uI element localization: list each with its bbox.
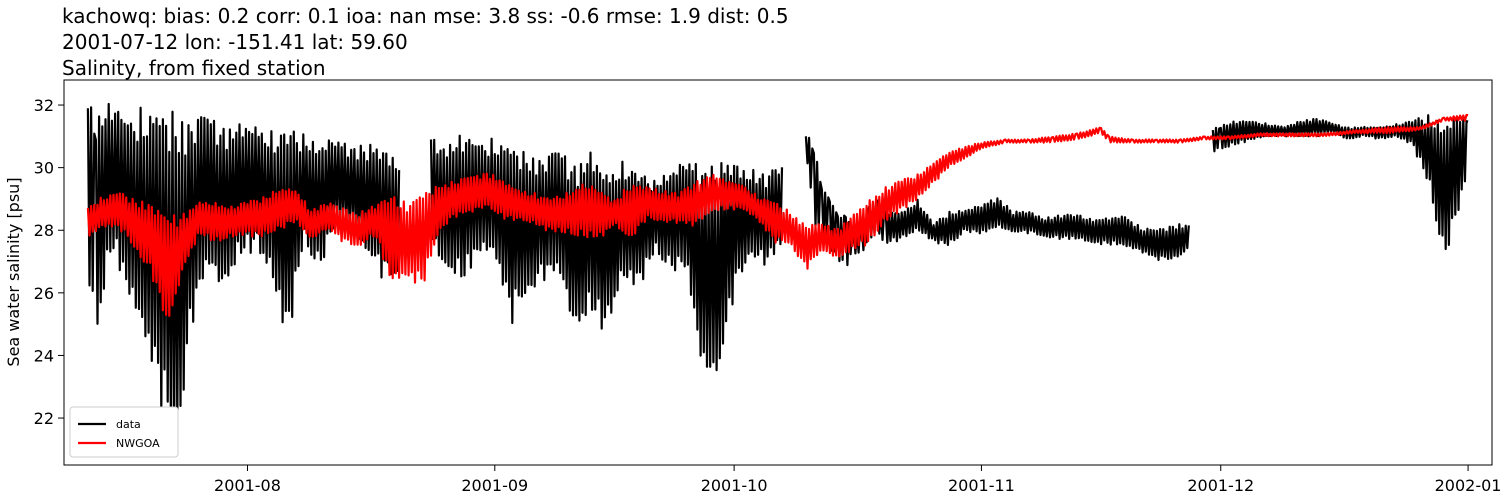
legend: data NWGOA [69, 406, 179, 458]
legend-label-nwgoa: NWGOA [116, 437, 160, 450]
chart-title-variable: Salinity, from fixed station [62, 56, 326, 80]
y-tick-label: 22 [34, 409, 54, 428]
y-axis: 22 24 26 28 30 32 [34, 96, 64, 428]
y-tick-label: 28 [34, 221, 54, 240]
x-tick-label: 2001-10 [701, 476, 768, 495]
series-data-line-1 [429, 134, 784, 372]
y-tick-label: 26 [34, 284, 54, 303]
y-tick-label: 30 [34, 159, 54, 178]
series-data-line-0 [86, 102, 401, 442]
series-nwgoa-line-0 [86, 113, 1469, 317]
y-axis-label: Sea water salinity [psu] [4, 177, 23, 366]
x-tick-label: 2002-01 [1435, 476, 1500, 495]
y-tick-label: 24 [34, 346, 54, 365]
x-tick-label: 2001-09 [461, 476, 528, 495]
x-tick-label: 2001-08 [214, 476, 281, 495]
plot-marks [86, 102, 1469, 442]
x-tick-label: 2001-12 [1187, 476, 1254, 495]
series-data-line-3 [1211, 114, 1469, 251]
x-tick-label: 2001-11 [948, 476, 1015, 495]
plot-frame [63, 79, 1493, 466]
series-data [86, 102, 1469, 442]
legend-box [69, 406, 179, 458]
chart-title-location: 2001-07-12 lon: -151.41 lat: 59.60 [62, 30, 408, 54]
series-nwgoa [86, 113, 1469, 317]
x-axis: 2001-08 2001-09 2001-10 2001-11 2001-12 2002-… [214, 465, 1500, 495]
y-tick-label: 32 [34, 96, 54, 115]
chart-title-stats: kachowq: bias: 0.2 corr: 0.1 ioa: nan ms… [62, 4, 789, 28]
series-data-line-2 [804, 136, 1190, 267]
legend-label-data: data [116, 418, 141, 431]
